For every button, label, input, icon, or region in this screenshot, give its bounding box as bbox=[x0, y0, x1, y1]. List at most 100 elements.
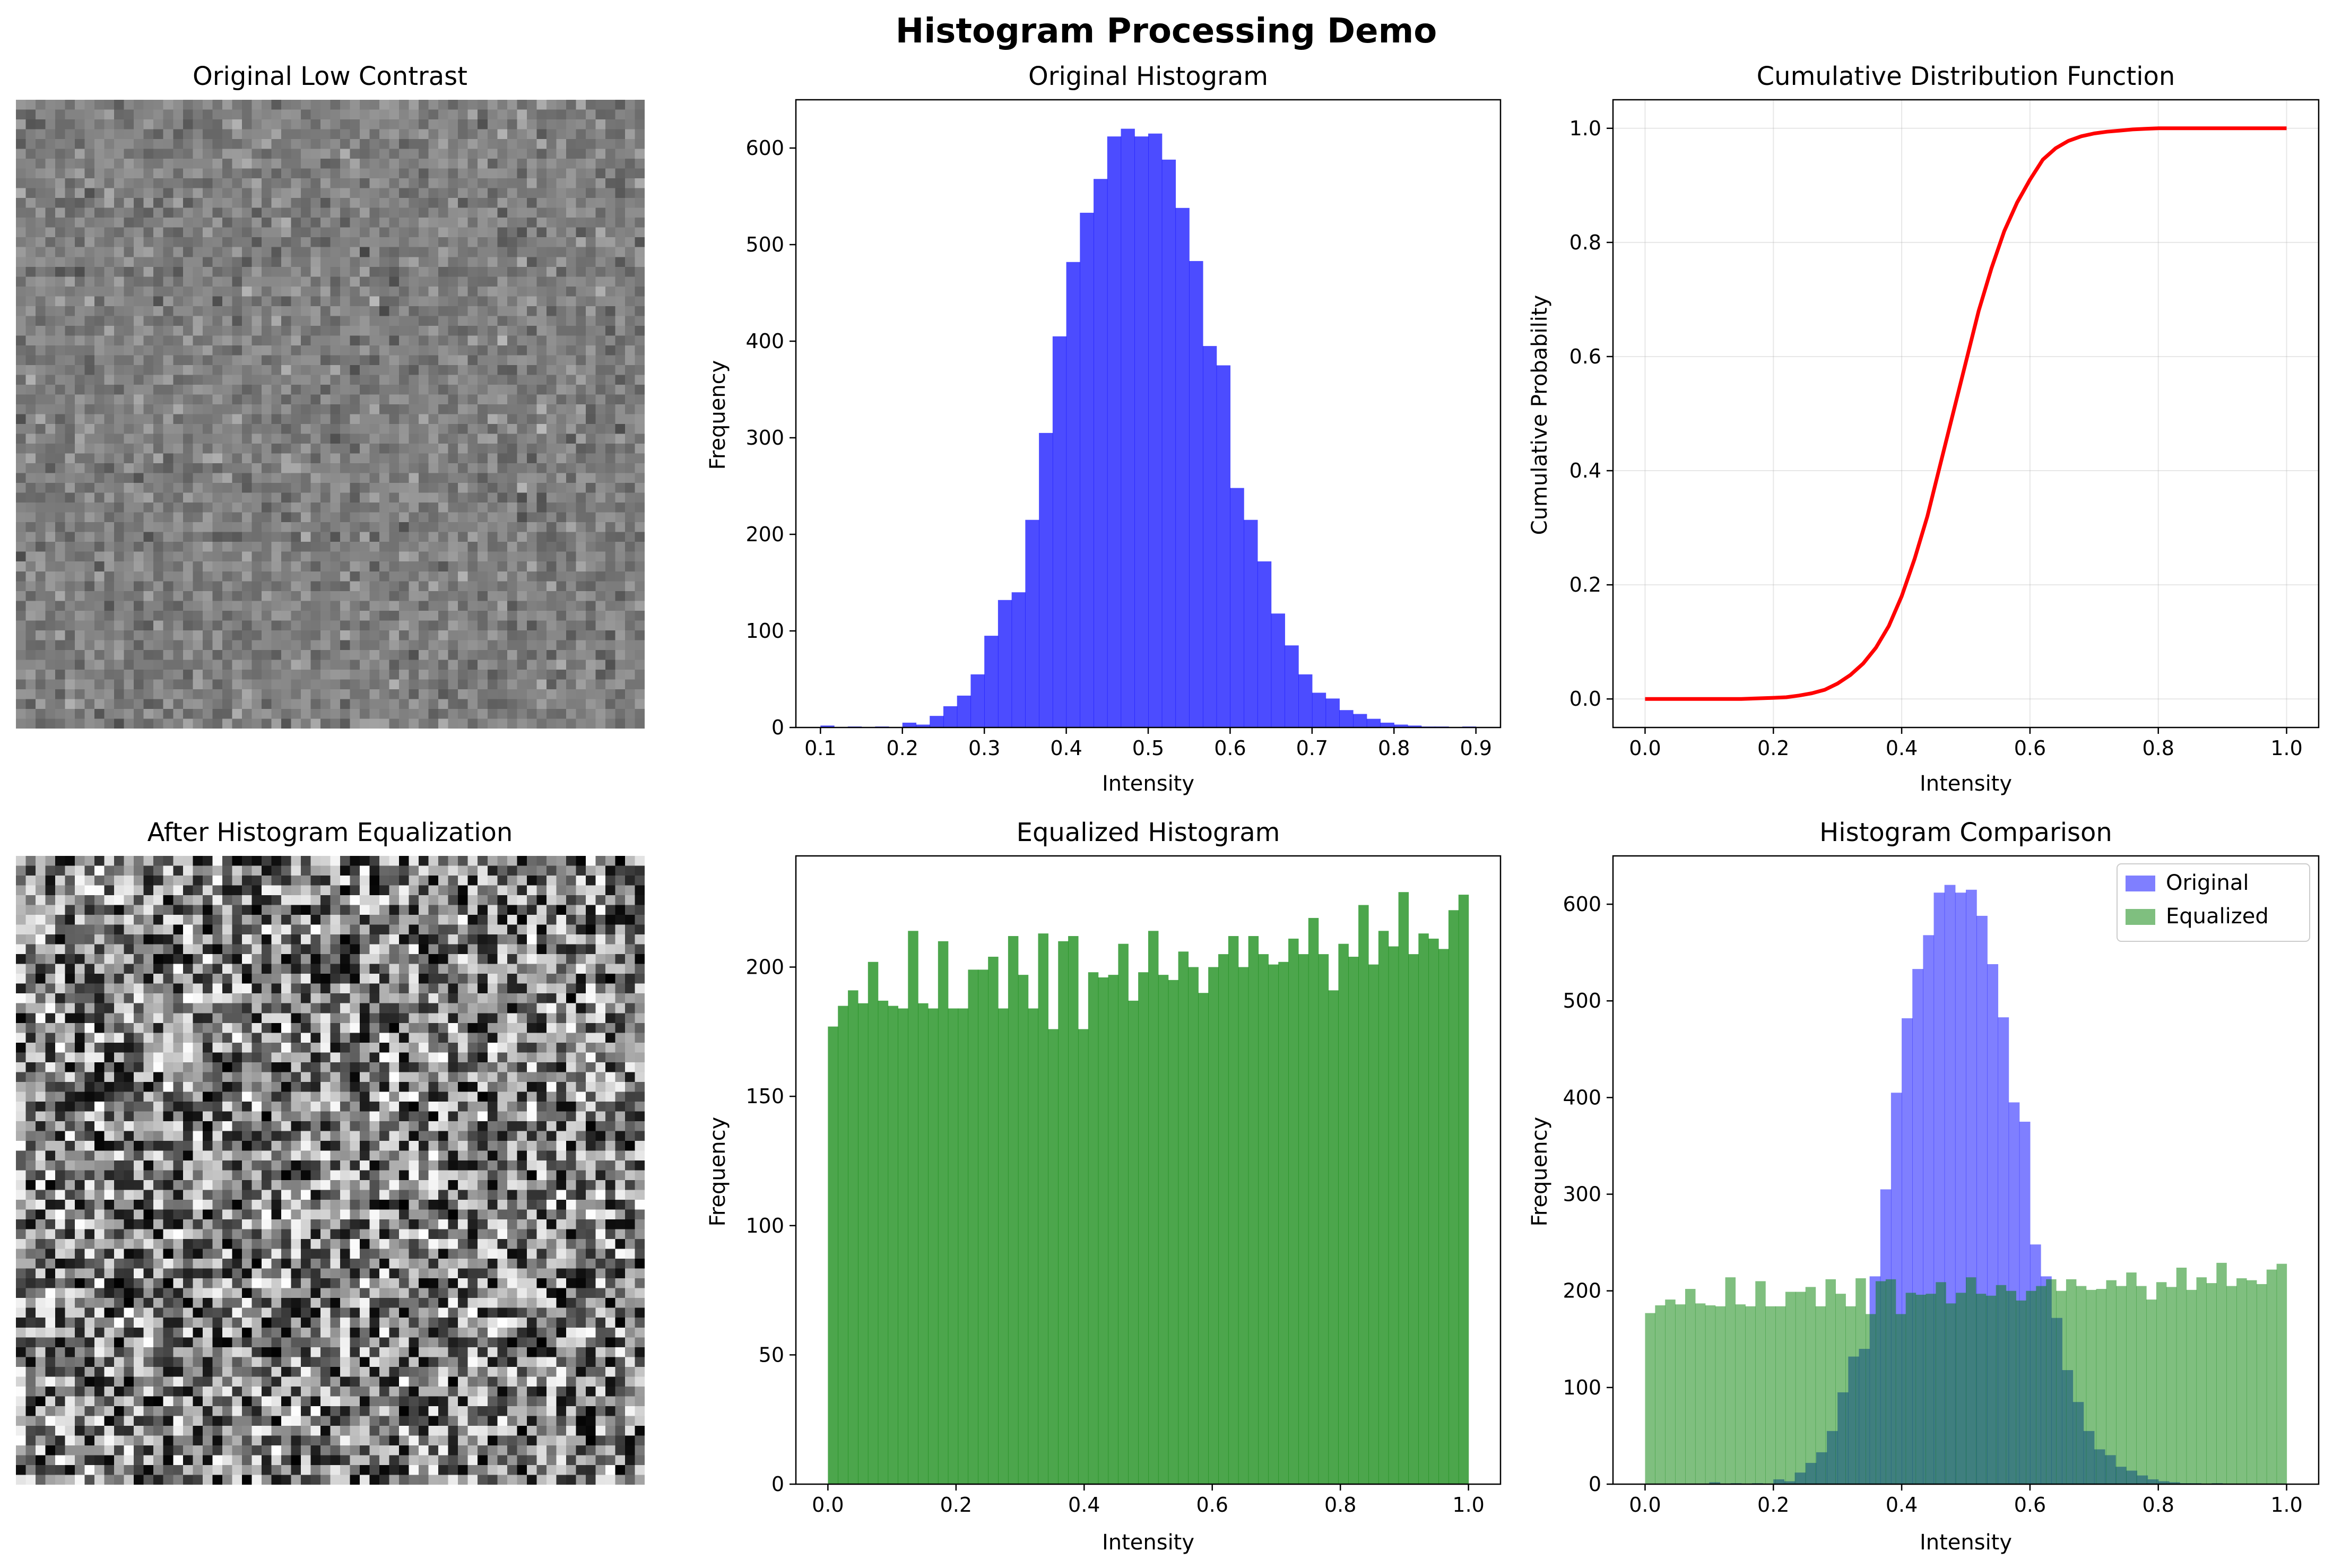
hist-equalized-bar bbox=[928, 1008, 939, 1484]
comparison-y-tick-label: 300 bbox=[1563, 1183, 1601, 1206]
cdf-y-tick-label: 0.0 bbox=[1569, 687, 1601, 711]
hist-original-x-tick-label: 0.9 bbox=[1460, 737, 1491, 760]
hist-equalized-bar bbox=[1288, 938, 1299, 1484]
panel-title-histogram-comparison: Histogram Comparison bbox=[1819, 818, 2112, 847]
hist-equalized-bar bbox=[938, 941, 949, 1484]
comparison-equalized-bar bbox=[1655, 1305, 1666, 1484]
hist-original-bar bbox=[1339, 710, 1354, 727]
hist-equalized-bar bbox=[1198, 993, 1209, 1484]
comparison-equalized-bar bbox=[1875, 1281, 1886, 1484]
hist-equalized-bar bbox=[1068, 936, 1079, 1484]
hist-original-y-tick-label: 0 bbox=[771, 716, 784, 739]
comparison-equalized-bar bbox=[1765, 1306, 1776, 1484]
comparison-equalized-bar bbox=[1685, 1289, 1696, 1484]
comparison-equalized-bar bbox=[2176, 1267, 2187, 1484]
comparison-equalized-bar bbox=[1725, 1277, 1736, 1484]
comparison-equalized-bar bbox=[1675, 1304, 1686, 1484]
hist-equalized-bar bbox=[1348, 957, 1359, 1484]
hist-equalized-bar bbox=[1328, 990, 1339, 1484]
x-axis-label-original-histogram: Intensity bbox=[1102, 772, 1194, 796]
hist-equalized-bar bbox=[878, 1000, 889, 1484]
comparison-equalized-bar bbox=[2166, 1287, 2177, 1484]
comparison-equalized-bar bbox=[2216, 1262, 2227, 1484]
comparison-equalized-bar bbox=[2006, 1290, 2017, 1484]
hist-original-bar bbox=[916, 724, 930, 727]
comparison-equalized-bar bbox=[1966, 1277, 1976, 1484]
comparison-equalized-bar bbox=[1735, 1304, 1746, 1484]
comparison-equalized-bar bbox=[2256, 1284, 2267, 1484]
comparison-equalized-bar bbox=[2156, 1282, 2167, 1484]
comparison-y-tick-label: 100 bbox=[1563, 1376, 1601, 1399]
comparison-equalized-bar bbox=[2276, 1263, 2287, 1484]
comparison-equalized-bar bbox=[2146, 1300, 2157, 1484]
hist-equalized-bar bbox=[968, 969, 978, 1484]
hist-original-y-tick-label: 400 bbox=[745, 330, 784, 353]
comparison-y-tick-label: 600 bbox=[1563, 893, 1601, 916]
hist-original-bar bbox=[1039, 432, 1053, 727]
legend-frame bbox=[2117, 863, 2310, 942]
comparison-x-tick-label: 0.8 bbox=[2143, 1493, 2174, 1517]
hist-original-bar bbox=[1325, 698, 1340, 727]
comparison-x-tick-label: 0.0 bbox=[1629, 1493, 1661, 1517]
hist-original-x-tick-label: 0.6 bbox=[1214, 737, 1246, 760]
y-axis-label-cdf: Cumulative Probability bbox=[1528, 295, 1552, 535]
comparison-y-tick-label: 200 bbox=[1563, 1279, 1601, 1303]
hist-equalized-bar bbox=[848, 990, 858, 1484]
hist-original-bar bbox=[1202, 346, 1217, 727]
hist-original-bar bbox=[1312, 692, 1326, 727]
hist-equalized-bar bbox=[1088, 972, 1099, 1484]
hist-original-x-tick-label: 0.4 bbox=[1050, 737, 1082, 760]
comparison-equalized-bar bbox=[1775, 1306, 1786, 1484]
comparison-y-tick-label: 0 bbox=[1589, 1472, 1601, 1496]
hist-original-bar bbox=[1230, 488, 1244, 727]
legend-label-original: Original bbox=[2166, 871, 2249, 895]
hist-equalized-bar bbox=[1148, 931, 1159, 1484]
hist-equalized-bar bbox=[1388, 946, 1399, 1484]
hist-equalized-bar bbox=[1038, 933, 1048, 1484]
hist-original-bar bbox=[1121, 128, 1135, 728]
hist-equalized-y-tick-label: 150 bbox=[745, 1085, 784, 1108]
hist-equalized-y-tick-label: 100 bbox=[745, 1214, 784, 1237]
hist-original-bar bbox=[902, 722, 917, 727]
comparison-equalized-bar bbox=[1805, 1287, 1816, 1484]
hist-original-y-tick-label: 600 bbox=[745, 136, 784, 160]
comparison-frame bbox=[1612, 855, 2320, 1485]
hist-equalized-x-tick-label: 0.8 bbox=[1324, 1493, 1356, 1517]
hist-equalized-x-tick-label: 1.0 bbox=[1452, 1493, 1484, 1517]
panel-title-cdf: Cumulative Distribution Function bbox=[1757, 62, 2175, 91]
hist-original-bar bbox=[998, 600, 1012, 727]
hist-equalized-x-tick-label: 0.0 bbox=[812, 1493, 844, 1517]
comparison-equalized-bar bbox=[1915, 1294, 1927, 1484]
hist-equalized-bar bbox=[958, 1008, 969, 1484]
hist-equalized-bar bbox=[1158, 975, 1169, 1484]
hist-equalized-bar bbox=[1168, 980, 1179, 1484]
hist-original-bar bbox=[820, 725, 835, 727]
comparison-equalized-bar bbox=[2066, 1279, 2077, 1484]
hist-equalized-x-tick-label: 0.4 bbox=[1068, 1493, 1100, 1517]
comparison-equalized-bar bbox=[1936, 1282, 1946, 1484]
comparison-equalized-bar bbox=[1705, 1305, 1716, 1484]
hist-equalized-bar bbox=[898, 1008, 908, 1484]
comparison-equalized-bar bbox=[1665, 1300, 1676, 1484]
hist-equalized-bar bbox=[828, 1026, 838, 1484]
comparison-equalized-bar bbox=[1825, 1279, 1836, 1484]
comparison-equalized-bar bbox=[1946, 1303, 1956, 1484]
hist-equalized-bar bbox=[1248, 936, 1259, 1484]
comparison-equalized-bar bbox=[2096, 1289, 2107, 1484]
comparison-equalized-bar bbox=[1745, 1306, 1756, 1484]
comparison-equalized-bar bbox=[1815, 1306, 1826, 1484]
hist-original-x-tick-label: 0.8 bbox=[1378, 737, 1410, 760]
hist-original-y-tick-label: 300 bbox=[745, 426, 784, 449]
hist-equalized-bar bbox=[1268, 964, 1279, 1484]
hist-equalized-bar bbox=[1298, 954, 1309, 1484]
hist-equalized-bar bbox=[1188, 967, 1199, 1484]
hist-original-y-tick-label: 500 bbox=[745, 233, 784, 256]
hist-equalized-bar bbox=[1438, 949, 1449, 1484]
comparison-equalized-bar bbox=[1845, 1306, 1856, 1484]
hist-original-bar bbox=[1380, 722, 1394, 727]
comparison-equalized-bar bbox=[1926, 1294, 1936, 1484]
hist-equalized-bar bbox=[1428, 938, 1439, 1484]
hist-original-x-tick-label: 0.3 bbox=[968, 737, 1000, 760]
cdf-y-tick-label: 0.6 bbox=[1569, 345, 1601, 368]
